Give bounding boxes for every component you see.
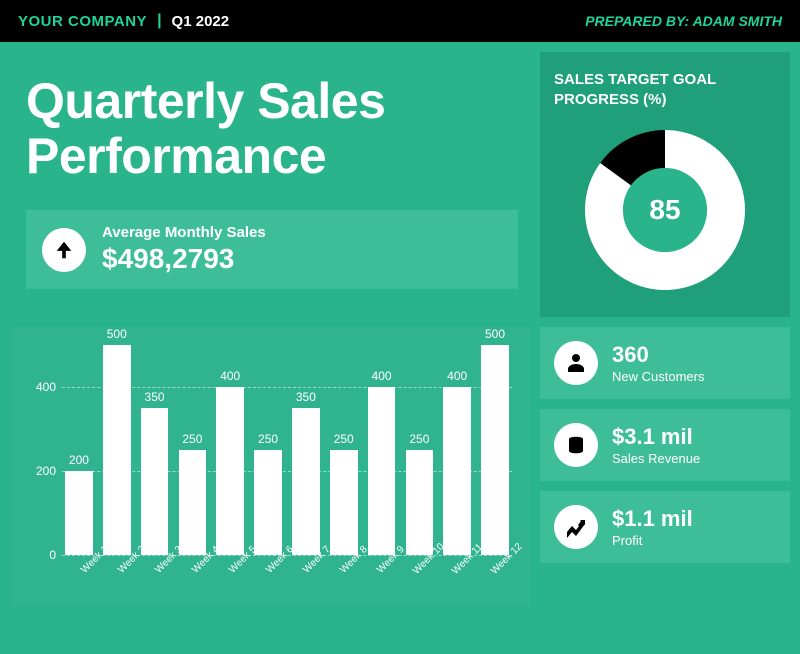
kpi-card: 360New Customers xyxy=(540,327,790,399)
bar-rect xyxy=(330,450,358,555)
gridline xyxy=(62,471,512,472)
bar-rect xyxy=(179,450,207,555)
prepared-by: PREPARED BY: ADAM SMITH xyxy=(585,13,782,29)
bar-value-label: 250 xyxy=(175,432,209,446)
bar-rect xyxy=(254,450,282,555)
bar: 250 xyxy=(402,450,436,555)
bar-value-label: 400 xyxy=(365,369,399,383)
avg-monthly-card: Average Monthly Sales $498,2793 xyxy=(26,210,518,289)
bar-rect xyxy=(481,345,509,555)
bar-value-label: 400 xyxy=(440,369,474,383)
bar: 350 xyxy=(289,408,323,555)
bar: 350 xyxy=(138,408,172,555)
bar-value-label: 350 xyxy=(289,390,323,404)
bar-rect xyxy=(292,408,320,555)
bar: 250 xyxy=(327,450,361,555)
title-area: Quarterly Sales Performance Average Mont… xyxy=(10,52,530,317)
bar: 200 xyxy=(62,471,96,555)
donut-panel: SALES TARGET GOAL PROGRESS (%) 85 xyxy=(540,52,790,317)
company-name: YOUR COMPANY xyxy=(18,13,147,30)
bar-rect xyxy=(406,450,434,555)
bar: 250 xyxy=(175,450,209,555)
donut-title: SALES TARGET GOAL PROGRESS (%) xyxy=(554,70,776,111)
bar: 250 xyxy=(251,450,285,555)
bar-value-label: 250 xyxy=(402,432,436,446)
bar-rect xyxy=(65,471,93,555)
trend-icon xyxy=(554,505,598,549)
top-bar: YOUR COMPANY | Q1 2022 PREPARED BY: ADAM… xyxy=(0,0,800,42)
bar-value-label: 350 xyxy=(138,390,172,404)
topbar-divider: | xyxy=(157,12,161,30)
trend-up-icon xyxy=(42,228,86,272)
prepared-by-name: ADAM SMITH xyxy=(693,13,782,29)
kpi-value: 360 xyxy=(612,342,704,368)
bar-value-label: 500 xyxy=(478,327,512,341)
y-tick-label: 0 xyxy=(26,548,56,562)
topbar-left: YOUR COMPANY | Q1 2022 xyxy=(18,12,229,30)
kpi-card: $1.1 milProfit xyxy=(540,491,790,563)
bar-rect xyxy=(103,345,131,555)
period-label: Q1 2022 xyxy=(172,13,230,30)
person-icon xyxy=(554,341,598,385)
donut-value: 85 xyxy=(580,125,750,295)
weekly-bar-chart: 200500350250400250350250400250400500 020… xyxy=(10,327,530,607)
kpi-label: Sales Revenue xyxy=(612,451,700,466)
bar-value-label: 200 xyxy=(62,453,96,467)
y-tick-label: 400 xyxy=(26,380,56,394)
bar-value-label: 500 xyxy=(100,327,134,341)
kpi-value: $3.1 mil xyxy=(612,424,700,450)
kpi-list: 360New Customers $3.1 milSales Revenue $1.… xyxy=(540,327,790,607)
bar: 500 xyxy=(478,345,512,555)
main-grid: Quarterly Sales Performance Average Mont… xyxy=(0,42,800,617)
kpi-label: New Customers xyxy=(612,369,704,384)
bar: 500 xyxy=(100,345,134,555)
bar-value-label: 250 xyxy=(251,432,285,446)
page-title: Quarterly Sales Performance xyxy=(26,74,518,184)
bar-value-label: 400 xyxy=(213,369,247,383)
donut-chart: 85 xyxy=(580,125,750,295)
kpi-label: Profit xyxy=(612,533,693,548)
kpi-value: $1.1 mil xyxy=(612,506,693,532)
prepared-by-label: PREPARED BY: xyxy=(585,13,689,29)
coins-icon xyxy=(554,423,598,467)
avg-monthly-value: $498,2793 xyxy=(102,243,266,275)
y-tick-label: 200 xyxy=(26,464,56,478)
avg-monthly-label: Average Monthly Sales xyxy=(102,224,266,241)
bar-value-label: 250 xyxy=(327,432,361,446)
bar-rect xyxy=(141,408,169,555)
gridline xyxy=(62,387,512,388)
kpi-card: $3.1 milSales Revenue xyxy=(540,409,790,481)
